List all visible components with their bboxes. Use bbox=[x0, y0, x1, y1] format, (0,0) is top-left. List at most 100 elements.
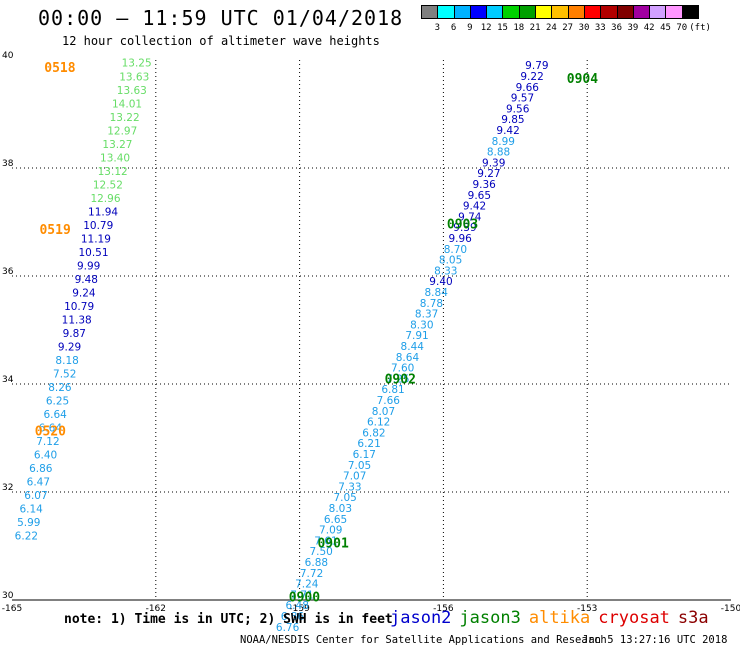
wave-height-point: 10.51 bbox=[78, 247, 108, 259]
wave-height-point: 9.57 bbox=[511, 93, 534, 105]
y-tick-label: 30 bbox=[2, 591, 14, 601]
wave-height-point: 7.50 bbox=[309, 546, 332, 558]
wave-height-point: 6.81 bbox=[381, 384, 404, 396]
y-tick-label: 36 bbox=[2, 267, 14, 277]
x-tick-label: -165 bbox=[2, 604, 22, 614]
wave-height-point: 8.44 bbox=[401, 341, 425, 353]
wave-height-point: 9.29 bbox=[58, 342, 81, 354]
wave-height-point: 9.40 bbox=[429, 276, 452, 288]
y-tick-label: 40 bbox=[2, 51, 14, 61]
color-scale-legend: 3 6 9 12 15 18 21 24 27 30 33 36 39 42 45 70 (ft) bbox=[421, 5, 711, 33]
wave-height-point: 6.48 bbox=[286, 600, 309, 612]
color-scale-label: 45 bbox=[660, 23, 671, 33]
wave-height-point: 13.40 bbox=[100, 153, 130, 165]
satellite-legend-item: s3a bbox=[677, 608, 709, 628]
color-scale-label: 24 bbox=[545, 23, 557, 33]
wave-height-point: 6.22 bbox=[15, 531, 38, 543]
wave-height-point: 8.99 bbox=[492, 136, 515, 148]
wave-height-point: 6.64 bbox=[39, 423, 63, 435]
wave-height-point: 12.97 bbox=[107, 126, 137, 138]
wave-height-point: 7.91 bbox=[405, 330, 428, 342]
wave-height-point: 7.33 bbox=[338, 481, 361, 493]
footer-credit: NOAA/NESDIS Center for Satellite Applica… bbox=[240, 634, 607, 646]
footer-timestamp: Jan 5 13:27:16 UTC 2018 bbox=[582, 634, 728, 646]
chart-title: 00:00 – 11:59 UTC 01/04/2018 bbox=[38, 6, 404, 30]
wave-height-point: 8.84 bbox=[425, 287, 449, 299]
color-scale-label: 15 bbox=[497, 23, 508, 33]
wave-height-point: 12.96 bbox=[90, 193, 120, 205]
pass-time-label: 0904 bbox=[567, 72, 598, 87]
wave-height-point: 11.38 bbox=[62, 315, 92, 327]
wave-height-point: 9.24 bbox=[72, 288, 96, 300]
color-scale-label: 33 bbox=[594, 23, 606, 33]
wave-height-point: 8.18 bbox=[55, 355, 78, 367]
wave-height-point: 6.14 bbox=[19, 504, 43, 516]
color-scale-swatches bbox=[421, 5, 700, 19]
satellite-legend-item: jason2 bbox=[390, 608, 452, 628]
wave-height-point: 7.61 bbox=[314, 535, 337, 547]
wave-height-point: 6.21 bbox=[357, 438, 380, 450]
wave-height-point: 7.71 bbox=[290, 589, 313, 601]
wave-height-point: 6.86 bbox=[281, 611, 305, 623]
wave-height-point: 9.39 bbox=[482, 157, 505, 169]
color-scale-label: 39 bbox=[627, 23, 639, 33]
wave-height-point: 6.88 bbox=[305, 557, 328, 569]
wave-height-point: 9.56 bbox=[506, 103, 530, 115]
wave-height-point: 8.78 bbox=[420, 298, 443, 310]
satellite-legend-item: altika bbox=[528, 608, 591, 628]
x-tick-label: -156 bbox=[433, 604, 454, 614]
x-tick-label: -159 bbox=[289, 604, 310, 614]
wave-height-point: 6.40 bbox=[34, 450, 57, 462]
wave-height-point: 9.66 bbox=[516, 82, 540, 94]
wave-height-point: 9.87 bbox=[63, 328, 86, 340]
x-tick-label: -162 bbox=[146, 604, 166, 614]
color-scale-label: 30 bbox=[578, 23, 590, 33]
wave-height-point: 6.47 bbox=[27, 477, 50, 489]
wave-height-point: 8.70 bbox=[444, 244, 467, 256]
pass-time-label: 0520 bbox=[35, 425, 66, 440]
wave-height-point: 13.22 bbox=[110, 112, 140, 124]
wave-height-point: 11.94 bbox=[88, 207, 118, 219]
wave-height-point: 8.26 bbox=[48, 382, 72, 394]
color-scale-swatch bbox=[681, 5, 700, 19]
color-scale-label: 18 bbox=[513, 23, 525, 33]
color-scale-label: 42 bbox=[643, 23, 655, 33]
wave-height-point: 6.07 bbox=[24, 490, 47, 502]
wave-height-point: 9.48 bbox=[75, 274, 98, 286]
wave-height-point: 6.65 bbox=[324, 514, 347, 526]
satellite-legend-item: jason3 bbox=[459, 608, 521, 628]
wave-height-point: 7.07 bbox=[343, 471, 366, 483]
color-scale-labels: 3 6 9 12 15 18 21 24 27 30 33 36 39 42 45 70 (ft) bbox=[421, 23, 740, 35]
satellite-legend-item: cryosat bbox=[598, 608, 670, 628]
satellite-legend: jason2 jason3 altika cryosat s3a bbox=[390, 608, 717, 628]
wave-height-point: 6.64 bbox=[43, 409, 67, 421]
color-scale-label: 12 bbox=[480, 23, 492, 33]
wave-height-point: 8.30 bbox=[410, 319, 433, 331]
wave-height-point: 12.52 bbox=[93, 180, 123, 192]
wave-height-point: 5.99 bbox=[17, 517, 40, 529]
wave-height-point: 8.33 bbox=[434, 265, 457, 277]
color-scale-unit: (ft) bbox=[689, 23, 711, 33]
pass-time-label: 0902 bbox=[385, 373, 416, 388]
wave-height-point: 9.39 bbox=[453, 222, 476, 234]
wave-height-point: 9.36 bbox=[472, 179, 496, 191]
wave-height-point: 9.27 bbox=[477, 168, 500, 180]
color-scale-label: 36 bbox=[611, 23, 623, 33]
wave-height-point: 6.86 bbox=[29, 463, 53, 475]
chart-subtitle: 12 hour collection of altimeter wave hei… bbox=[62, 34, 380, 48]
wave-height-point: 10.79 bbox=[83, 220, 113, 232]
wave-height-point: 8.37 bbox=[415, 309, 438, 321]
wave-height-point: 9.79 bbox=[525, 60, 548, 72]
wave-height-point: 6.25 bbox=[46, 396, 69, 408]
pass-time-label: 0901 bbox=[317, 536, 348, 551]
wave-height-point: 8.64 bbox=[396, 352, 420, 364]
wave-height-point: 7.05 bbox=[333, 492, 356, 504]
wave-height-point: 13.63 bbox=[117, 85, 147, 97]
wave-height-point: 6.12 bbox=[367, 417, 390, 429]
wave-height-point: 6.82 bbox=[362, 427, 385, 439]
wave-height-point: 8.05 bbox=[439, 255, 462, 267]
wave-height-point: 13.27 bbox=[102, 139, 132, 151]
wave-height-point: 9.65 bbox=[468, 190, 491, 202]
wave-height-point: 13.63 bbox=[119, 72, 149, 84]
wave-height-point: 6.76 bbox=[276, 622, 300, 634]
